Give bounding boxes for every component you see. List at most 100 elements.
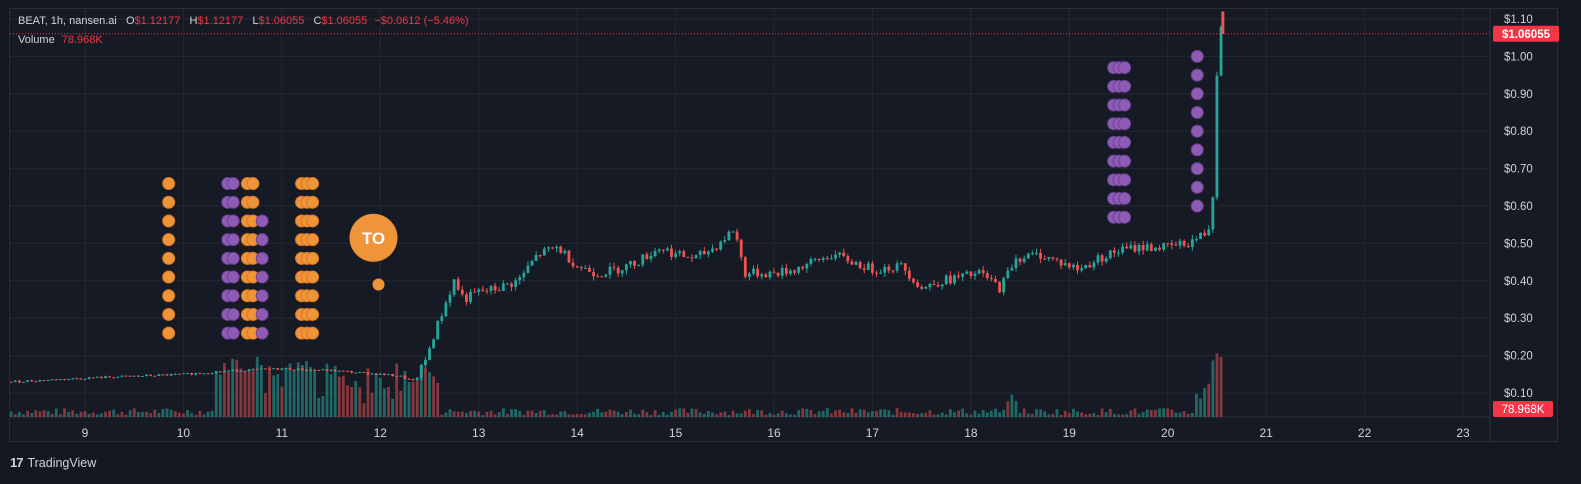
candle-body (1010, 267, 1014, 271)
volume-bar (1121, 414, 1125, 417)
candle-body (891, 270, 895, 272)
candle-body (210, 373, 214, 375)
candle-body (1121, 246, 1125, 253)
candle-body (440, 316, 444, 321)
candle-body (702, 251, 706, 255)
candle-body (251, 368, 255, 370)
volume-bar (899, 411, 903, 417)
orange-marker-dot (306, 270, 320, 284)
candle-body (1203, 232, 1207, 236)
candle-body (231, 369, 235, 371)
volume-bar (522, 414, 526, 417)
volume-bar (415, 380, 419, 417)
candle-body (1088, 265, 1092, 268)
candle-body (112, 377, 116, 379)
volume-bar (26, 410, 29, 417)
price-chart[interactable]: $1.10 $1.00 $0.90 $0.80 $0.70 $0.60 $0.50 $0.40… (10, 9, 1559, 443)
volume-bar (1030, 414, 1034, 417)
change-value: −$0.0612 (−5.46%) (374, 15, 469, 27)
candle-body (456, 279, 460, 290)
tradingview-footer[interactable]: 17 TradingView (10, 455, 96, 470)
orange-marker-dot (306, 214, 320, 228)
candle-body (887, 266, 891, 271)
volume-bar (957, 410, 960, 417)
volume-bar (448, 409, 452, 417)
volume-legend: Volume 78.968K (18, 33, 103, 47)
candle-body (46, 379, 50, 381)
volume-bar (395, 363, 399, 417)
candle-body (17, 380, 21, 383)
volume-bar (756, 409, 760, 417)
candle-body (1059, 259, 1063, 266)
volume-bar (91, 412, 95, 417)
candle-body (95, 376, 99, 378)
volume-bar (948, 409, 952, 417)
volume-bar (1125, 414, 1129, 417)
candle-body (1018, 258, 1022, 262)
candle-body (169, 374, 173, 376)
chart-frame[interactable]: $1.10 $1.00 $0.90 $0.80 $0.70 $0.60 $0.50 $0.40… (9, 8, 1559, 443)
purple-marker-dot (255, 270, 269, 284)
candle-body (300, 368, 304, 371)
close-label: C (313, 15, 322, 27)
volume-bar (165, 408, 169, 417)
purple-marker-group (1190, 49, 1204, 213)
volume-bar (940, 412, 944, 417)
volume-bar (764, 414, 768, 417)
purple-marker-dot (226, 326, 240, 340)
candle-body (432, 339, 436, 349)
candle-body (75, 378, 79, 380)
purple-marker-dot (1190, 199, 1204, 213)
candle-body (83, 379, 87, 381)
y-tick-label: $1.00 (1504, 51, 1533, 63)
volume-bar (1207, 383, 1211, 417)
volume-bar (706, 410, 710, 417)
open-label: O (125, 15, 135, 27)
volume-bar (809, 410, 813, 417)
volume-bar (469, 411, 472, 417)
volume-bar (1022, 408, 1026, 417)
volume-bar (624, 412, 628, 417)
candle-body (862, 268, 866, 270)
purple-marker-dot (226, 270, 240, 284)
candle-body (624, 264, 628, 271)
candle-body (305, 370, 308, 372)
volume-bar (981, 410, 985, 417)
candle-body (395, 376, 399, 378)
volume-bar (210, 410, 214, 417)
candle-body (1022, 258, 1026, 262)
volume-bar (641, 409, 645, 417)
purple-marker-dot (1190, 124, 1204, 138)
candle-body (321, 369, 325, 371)
y-tick-label: $0.90 (1504, 89, 1533, 101)
volume-bar (460, 411, 464, 417)
candle-body (616, 267, 620, 274)
volume-bar (1166, 408, 1170, 417)
candle-body (358, 372, 362, 374)
volume-bar (1026, 413, 1030, 417)
volume-bar (206, 411, 210, 417)
candle-body (30, 380, 34, 382)
candle-body (87, 377, 91, 380)
candle-body (928, 283, 932, 287)
candle-body (866, 263, 870, 270)
volume-label: Volume (18, 34, 55, 46)
volume-bar (645, 412, 649, 417)
volume-bar (510, 409, 513, 417)
candle-body (1195, 239, 1198, 241)
price-badge-bg (1493, 25, 1559, 42)
x-tick-label: 21 (1259, 426, 1273, 440)
candle-body (530, 260, 534, 266)
volume-bar (428, 372, 431, 417)
candle-body (1006, 270, 1010, 279)
volume-bar (214, 370, 218, 417)
candle-body (153, 375, 157, 377)
volume-bar (834, 410, 837, 417)
candle-body (1117, 252, 1120, 254)
volume-bar (169, 409, 173, 417)
volume-bar (620, 414, 624, 417)
candle-body (899, 263, 903, 265)
volume-bar (1096, 414, 1100, 417)
candle-body (998, 282, 1001, 293)
candle-body (969, 271, 973, 277)
